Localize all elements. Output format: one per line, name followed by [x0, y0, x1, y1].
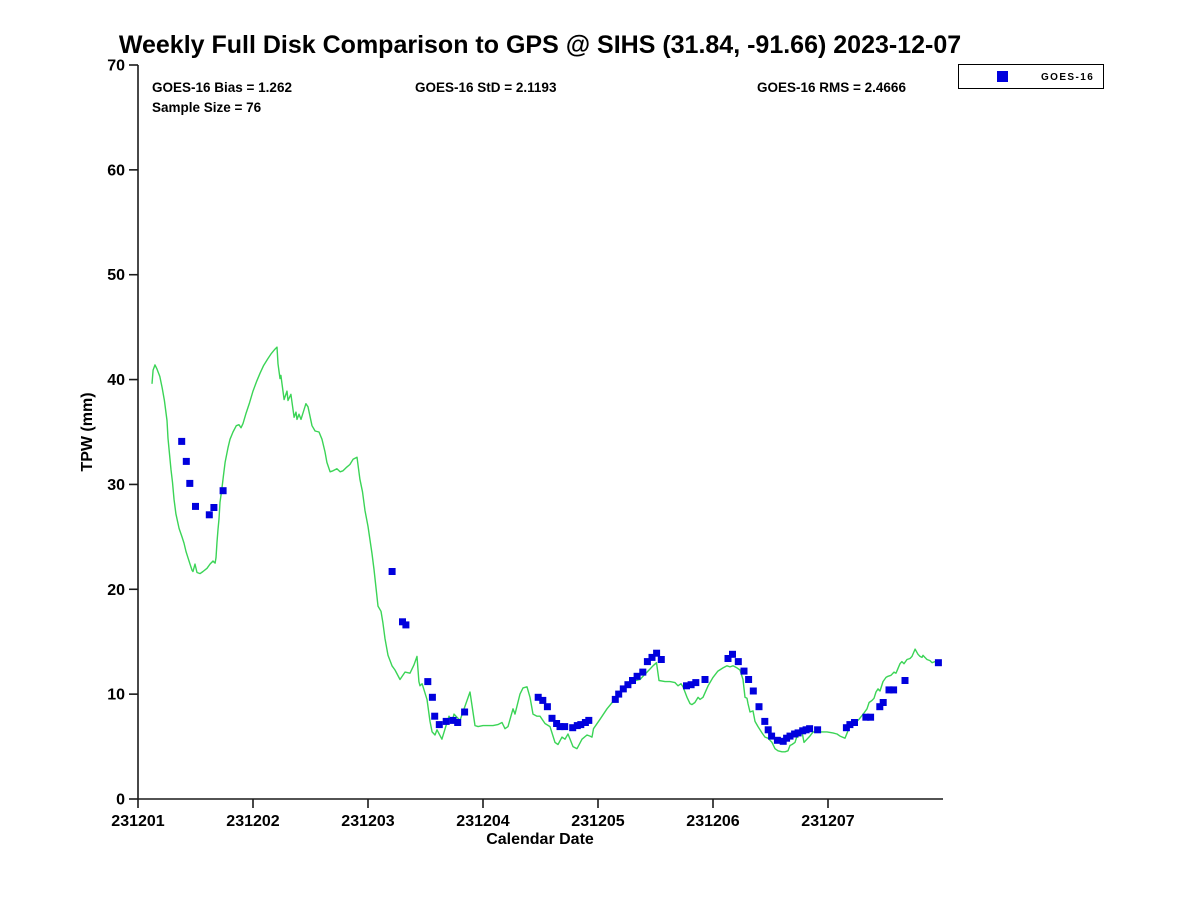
goes16-marker	[219, 487, 227, 495]
goes16-marker	[556, 723, 564, 731]
goes16-marker	[768, 732, 776, 740]
goes16-marker	[461, 708, 469, 716]
y-tick-label: 20	[107, 582, 125, 599]
goes16-marker	[569, 724, 577, 732]
y-tick-label: 0	[116, 792, 125, 809]
goes16-marker	[851, 719, 858, 726]
goes16-marker	[653, 649, 661, 657]
goes16-marker	[648, 653, 656, 661]
goes16-marker	[186, 479, 194, 487]
x-axis-label: Calendar Date	[486, 831, 594, 848]
goes16-marker	[745, 676, 753, 683]
stat-bias: GOES-16 Bias = 1.262	[152, 80, 292, 95]
goes16-marker	[577, 721, 585, 729]
goes16-marker	[619, 685, 627, 693]
goes16-marker	[755, 703, 763, 711]
goes16-marker	[885, 686, 893, 694]
goes16-marker	[749, 687, 757, 695]
goes16-marker	[876, 703, 884, 711]
y-axis-label: TPW (mm)	[79, 392, 96, 472]
goes16-marker	[182, 457, 190, 465]
goes16-marker	[724, 655, 732, 662]
goes16-marker	[388, 568, 396, 575]
goes16-marker	[442, 717, 450, 725]
goes16-marker	[862, 713, 870, 721]
gps-tpw-line	[151, 346, 941, 753]
goes16-marker	[624, 681, 632, 689]
goes16-marker	[633, 672, 641, 680]
goes16-marker	[178, 437, 186, 445]
goes16-marker	[890, 686, 898, 694]
goes16-marker	[615, 690, 623, 698]
goes16-marker	[773, 736, 781, 744]
x-tick-label: 231202	[226, 813, 279, 830]
goes16-marker	[934, 659, 942, 667]
goes16-marker	[539, 696, 547, 704]
legend: GOES-16	[958, 64, 1104, 89]
goes16-marker	[629, 677, 636, 684]
goes16-marker	[449, 716, 457, 724]
goes16-marker	[543, 703, 551, 711]
y-tick-label: 70	[107, 58, 125, 75]
goes16-marker	[701, 676, 709, 683]
goes16-marker	[561, 723, 569, 731]
goes16-marker	[692, 679, 700, 687]
goes16-marker	[901, 677, 909, 684]
goes16-marker	[435, 721, 443, 729]
goes16-marker	[585, 716, 593, 724]
goes16-marker	[639, 668, 647, 676]
goes16-marker	[643, 658, 651, 666]
stat-sample-size: Sample Size = 76	[152, 100, 262, 115]
goes16-marker	[611, 695, 619, 703]
y-tick-label: 60	[107, 162, 125, 179]
goes16-marker	[431, 712, 439, 720]
goes16-marker	[657, 656, 665, 663]
goes16-marker	[879, 699, 887, 706]
goes16-marker	[794, 729, 802, 737]
goes16-marker	[548, 714, 556, 722]
x-tick-label: 231205	[571, 813, 624, 830]
chart-title: Weekly Full Disk Comparison to GPS @ SIH…	[118, 31, 962, 59]
goes16-marker	[786, 732, 794, 740]
goes16-marker	[402, 621, 410, 629]
x-tick-label: 231206	[686, 813, 739, 830]
y-tick-label: 50	[107, 267, 125, 284]
goes16-marker	[740, 667, 748, 675]
goes16-marker	[210, 504, 218, 511]
goes16-marker	[867, 713, 875, 721]
y-tick-label: 10	[107, 687, 125, 704]
stat-rms: GOES-16 RMS = 2.4666	[757, 80, 906, 95]
y-tick-label: 30	[107, 477, 125, 494]
x-tick-label: 231204	[456, 813, 509, 830]
goes16-marker	[846, 721, 854, 729]
x-tick-label: 231203	[341, 813, 394, 830]
goes16-marker	[814, 726, 822, 734]
goes16-marker	[192, 502, 199, 510]
goes16-marker	[764, 726, 772, 734]
x-tick-label: 231207	[801, 813, 854, 830]
goes16-marker	[534, 693, 542, 701]
y-tick-label: 40	[107, 372, 125, 389]
goes16-marker	[205, 511, 213, 519]
goes16-marker	[761, 717, 769, 725]
stat-std: GOES-16 StD = 2.1193	[415, 80, 557, 95]
goes16-marker	[729, 650, 736, 658]
goes16-marker	[734, 658, 742, 666]
goes16-marker	[806, 725, 814, 733]
x-tick-label: 231201	[111, 813, 164, 830]
goes16-marker	[683, 682, 690, 690]
goes16-marker	[454, 719, 462, 726]
goes16-marker	[687, 681, 695, 689]
legend-label-goes16: GOES-16	[1041, 72, 1095, 83]
goes16-marker	[428, 693, 436, 701]
legend-marker-goes16	[997, 71, 1008, 82]
goes16-marker	[424, 678, 432, 686]
